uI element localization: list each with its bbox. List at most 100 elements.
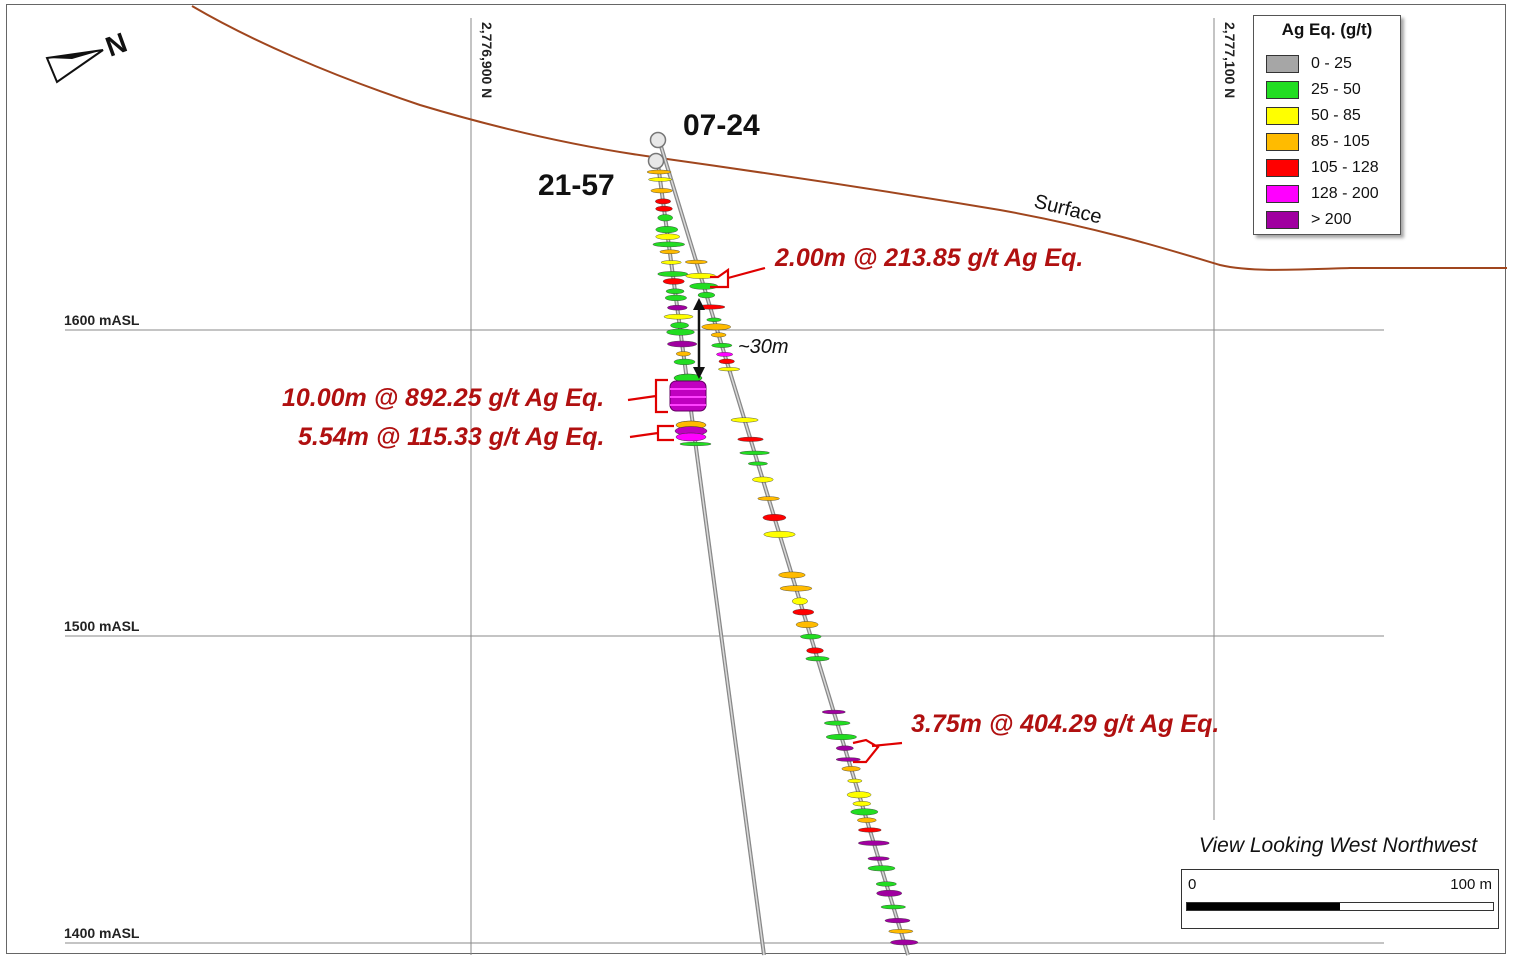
legend-swatch [1266,211,1299,229]
assay-interval [718,367,740,372]
assay-interval [822,709,846,715]
legend-item: 50 - 85 [1266,106,1361,126]
legend-item: 105 - 128 [1266,158,1379,178]
assay-interval [711,342,733,348]
assay-interval [884,918,911,924]
assay-interval [697,292,715,299]
assay-interval [778,571,806,579]
assay-interval [795,621,819,628]
legend-item: 85 - 105 [1266,132,1370,152]
assay-interval [890,939,919,946]
collar-21-57 [647,152,665,170]
map-frame [6,4,1506,954]
legend-swatch [1266,159,1299,177]
north-arrow-icon [45,49,104,84]
north-arrow-label: N [101,27,131,63]
assay-interval [655,205,673,212]
legend-label: 85 - 105 [1311,133,1370,150]
assay-interval [665,288,685,294]
assay-interval [867,865,896,872]
assay-interval [841,766,861,772]
intercept-label-4: 3.75m @ 404.29 g/t Ag Eq. [911,710,1219,738]
assay-intervals-07-24 [685,259,919,946]
assay-interval [718,358,735,365]
assay-interval [667,340,697,348]
assay-interval [805,656,830,662]
legend-swatch [1266,107,1299,125]
assay-interval [667,305,688,311]
legend-item: 25 - 50 [1266,80,1361,100]
legend-label: 0 - 25 [1311,55,1352,72]
assay-interval [657,214,673,222]
assay-interval [673,358,696,366]
assay-interval [655,233,680,240]
assay-interval [852,801,871,807]
assay-interval [676,351,691,357]
bracket-i1 [710,266,766,289]
assay-interval [858,840,890,846]
collar-07-24 [649,131,667,149]
assay-interval [652,241,685,248]
northing-label-2: 2,777,100 N [1222,22,1238,98]
assay-interval [880,904,906,910]
assay-interval [730,417,759,423]
assay-interval [847,778,863,783]
assay-interval [670,322,689,329]
assay-interval [716,352,733,357]
scale-min-label: 0 [1188,876,1197,893]
assay-interval [757,496,780,501]
assay-interval [836,757,861,762]
legend-swatch [1266,55,1299,73]
high-grade-block-10m [669,373,707,412]
legend-label: 105 - 128 [1311,159,1379,176]
legend: Ag Eq. (g/t) 0 - 25 25 - 50 50 - 85 85 - 10… [1253,15,1401,235]
intercept-brackets [627,266,903,764]
intercept-label-3: 5.54m @ 115.33 g/t Ag Eq. [298,423,604,451]
assay-interval [846,791,872,799]
assay-interval [800,633,822,640]
hole-label-07-24: 07-24 [683,109,760,142]
assay-interval [706,317,722,322]
assay-interval [867,856,890,861]
assay-interval [875,881,897,887]
assay-interval [763,531,796,538]
assay-interval [826,734,857,741]
scale-max-label: 100 m [1450,876,1492,893]
assay-interval [739,450,770,455]
assay-interval [646,169,672,175]
assay-interval [663,314,694,320]
assay-interval [737,436,764,442]
assay-interval [876,890,903,897]
assay-interval [665,294,687,302]
assay-interval [792,608,814,616]
separation-arrow [693,298,705,379]
assay-interval [650,188,673,194]
assay-interval [662,278,685,285]
northing-label-1: 2,776,900 N [479,22,495,98]
view-direction-label: View Looking West Northwest [1198,834,1478,857]
scale-bar [1186,902,1494,911]
intercept-label-1: 2.00m @ 213.85 g/t Ag Eq. [774,244,1083,272]
scale-box: 0 100 m [1181,869,1499,929]
assay-interval [836,745,854,751]
legend-label: 50 - 85 [1311,107,1361,124]
assay-interval [824,720,851,726]
assay-interval [659,249,680,255]
assay-interval [679,442,712,447]
hole-label-21-57: 21-57 [538,169,615,202]
assay-interval [666,328,695,336]
legend-swatch [1266,81,1299,99]
legend-title: Ag Eq. (g/t) [1281,20,1373,39]
high-grade-block-5m [674,420,708,442]
legend-item: 0 - 25 [1266,54,1352,74]
grid [65,18,1384,955]
legend-swatch [1266,185,1299,203]
legend-label: 128 - 200 [1311,185,1379,202]
assay-interval [657,271,688,277]
assay-interval [850,808,879,816]
surface-line [191,5,1507,271]
assay-interval [858,827,882,833]
assay-interval [701,323,731,331]
scale-bar-fill [1187,903,1340,910]
